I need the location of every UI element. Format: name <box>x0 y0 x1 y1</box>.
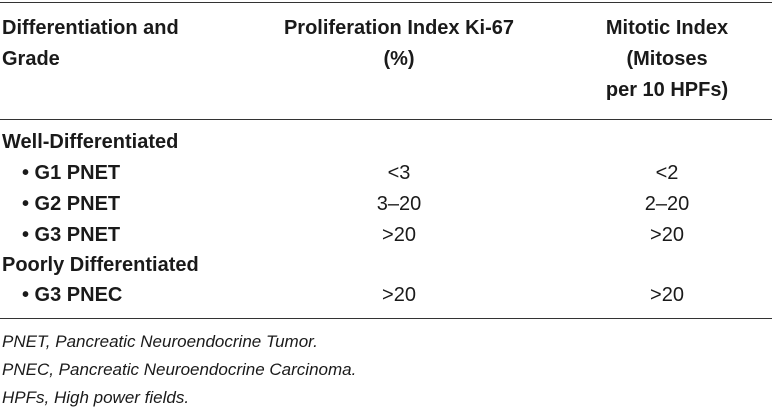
column-header-ki67: Proliferation Index Ki-67 (%) <box>250 13 548 75</box>
table-row-g2-pnet: • G2 PNET 3–20 2–20 <box>0 189 772 220</box>
row-label: Poorly Differentiated <box>2 254 199 276</box>
column-header-ki67-line1: Proliferation Index Ki-67 <box>283 17 515 39</box>
row-label: • G3 PNEC <box>22 284 123 306</box>
cell-mitotic: >20 <box>650 224 684 246</box>
cell-mitotic: <2 <box>655 162 679 184</box>
table-row-g3-pnet: • G3 PNET >20 >20 <box>0 220 772 251</box>
cell-ki67: 3–20 <box>376 193 422 215</box>
footnote-pnet: PNET, Pancreatic Neuroendocrine Tumor. <box>2 332 318 351</box>
column-header-grade-line1: Differentiation and <box>2 17 179 39</box>
header-divider-rule <box>0 119 772 120</box>
footnote-hpfs: HPFs, High power fields. <box>2 388 190 407</box>
cell-ki67: >20 <box>382 224 416 246</box>
cell-mitotic: >20 <box>650 284 684 306</box>
column-header-mitotic: Mitotic Index (Mitoses per 10 HPFs) <box>574 13 760 106</box>
table-row-section-poorly-differentiated: Poorly Differentiated <box>0 250 772 281</box>
column-header-mitotic-line2: (Mitoses <box>626 48 708 70</box>
column-header-grade-line2: Grade <box>2 48 60 70</box>
cell-mitotic: 2–20 <box>644 193 690 215</box>
column-header-mitotic-line1: Mitotic Index <box>605 17 729 39</box>
table-row-g1-pnet: • G1 PNET <3 <2 <box>0 158 772 189</box>
table-row-section-well-differentiated: Well-Differentiated <box>0 127 772 158</box>
column-header-grade: Differentiation and Grade <box>2 13 232 75</box>
table-row-g3-pnec: • G3 PNEC >20 >20 <box>0 280 772 311</box>
column-header-ki67-line2: (%) <box>383 48 415 70</box>
column-header-mitotic-line3: per 10 HPFs) <box>605 79 729 101</box>
row-label: Well-Differentiated <box>2 131 179 153</box>
table-bottom-rule <box>0 318 772 319</box>
row-label: • G2 PNET <box>22 193 121 215</box>
table-top-rule <box>0 2 772 3</box>
cell-ki67: >20 <box>382 284 416 306</box>
row-label: • G3 PNET <box>22 224 121 246</box>
cell-ki67: <3 <box>387 162 411 184</box>
row-label: • G1 PNET <box>22 162 121 184</box>
footnote-pnec: PNEC, Pancreatic Neuroendocrine Carcinom… <box>2 360 357 379</box>
